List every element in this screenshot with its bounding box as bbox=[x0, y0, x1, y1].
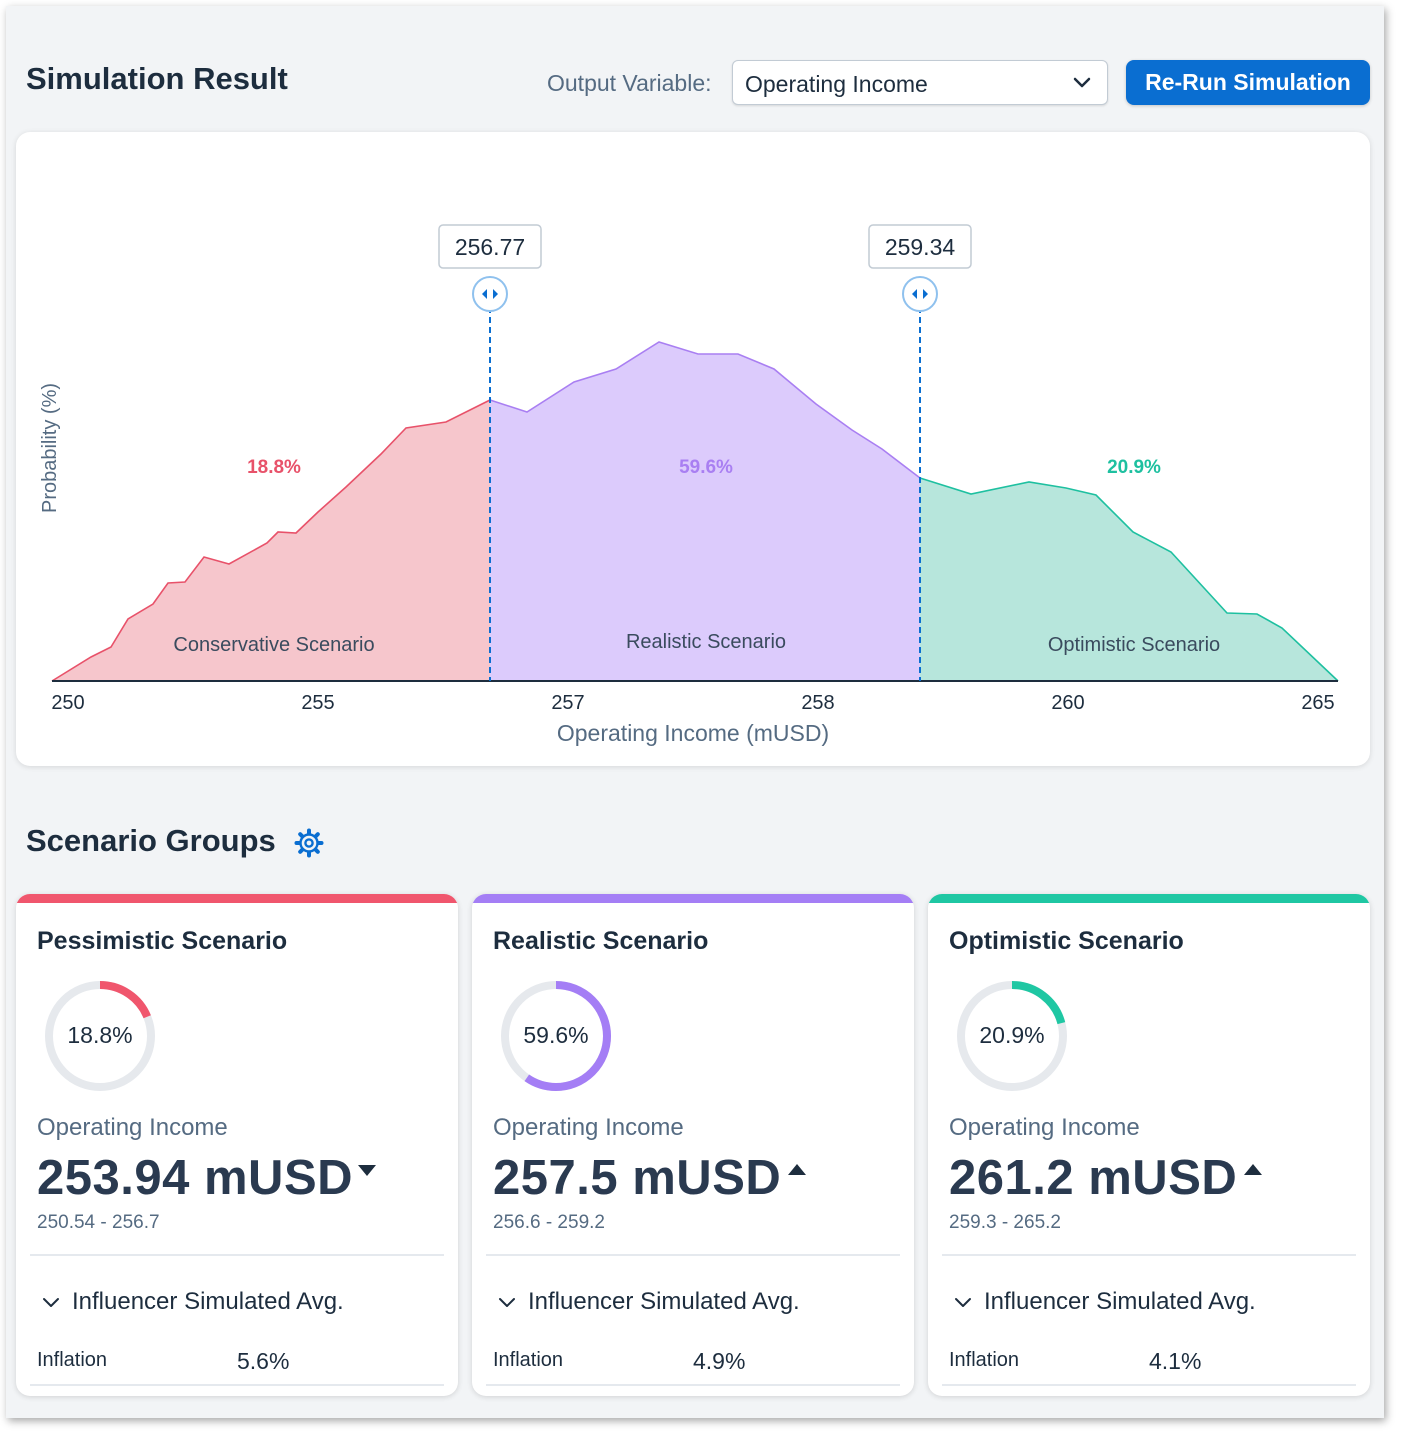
card-title: Pessimistic Scenario bbox=[37, 927, 288, 955]
conservative-region-label: Conservative Scenario bbox=[173, 634, 374, 656]
x-tick-label: 255 bbox=[301, 692, 334, 714]
inflation-value: 4.1% bbox=[1149, 1348, 1202, 1374]
divider bbox=[486, 1384, 900, 1386]
metric-value: 261.2 mUSD bbox=[949, 1151, 1238, 1205]
threshold-box-low: 256.77 bbox=[438, 224, 542, 269]
inflation-label: Inflation bbox=[949, 1349, 1020, 1371]
x-tick-label: 260 bbox=[1051, 692, 1084, 714]
conservative-curve bbox=[51, 399, 491, 682]
trend-down-icon bbox=[358, 1165, 376, 1176]
conservative-pct-label: 18.8% bbox=[247, 457, 301, 478]
simulation-panel: Simulation Result Output Variable: Opera… bbox=[6, 6, 1384, 1418]
card-title: Optimistic Scenario bbox=[949, 927, 1184, 955]
metric-range: 250.54 - 256.7 bbox=[37, 1212, 160, 1233]
arrow-right-icon bbox=[493, 289, 498, 299]
divider bbox=[30, 1384, 444, 1386]
conservative-area bbox=[52, 400, 490, 681]
trend-up-icon bbox=[1244, 1164, 1262, 1175]
divider bbox=[486, 1254, 900, 1256]
probability-donut bbox=[501, 981, 611, 1091]
distribution-chart-card: 250 255 257 258 260 265 Operating Income… bbox=[16, 132, 1370, 766]
realistic-area bbox=[490, 342, 920, 681]
card-accent-bar bbox=[472, 894, 914, 903]
probability-label: 59.6% bbox=[523, 1022, 589, 1048]
chevron-down-icon bbox=[955, 1298, 971, 1307]
probability-donut bbox=[45, 981, 155, 1091]
realistic-region-label: Realistic Scenario bbox=[626, 631, 786, 653]
card-accent-bar bbox=[16, 894, 458, 903]
chevron-down-icon bbox=[43, 1298, 59, 1307]
influencer-toggle[interactable]: Influencer Simulated Avg. bbox=[942, 1282, 1356, 1322]
chevron-down-icon bbox=[1073, 77, 1091, 88]
realistic-curve bbox=[489, 341, 921, 479]
optimistic-pct-label: 20.9% bbox=[1107, 457, 1161, 478]
probability-label: 18.8% bbox=[67, 1022, 133, 1048]
distribution-chart: 250 255 257 258 260 265 Operating Income… bbox=[39, 224, 1339, 746]
x-tick-label: 250 bbox=[51, 692, 84, 714]
output-variable-value: Operating Income bbox=[745, 71, 928, 97]
threshold-value-high: 259.34 bbox=[885, 234, 956, 260]
influencer-toggle[interactable]: Influencer Simulated Avg. bbox=[486, 1282, 900, 1322]
inflation-label: Inflation bbox=[37, 1349, 108, 1371]
card-accent-bar bbox=[928, 894, 1370, 903]
card-title: Realistic Scenario bbox=[493, 927, 709, 955]
probability-label: 20.9% bbox=[979, 1022, 1045, 1048]
x-tick-label: 258 bbox=[801, 692, 834, 714]
scenario-card-optimistic[interactable]: Optimistic Scenario 20.9% Operating Inco… bbox=[928, 894, 1370, 1396]
metric-range: 259.3 - 265.2 bbox=[949, 1212, 1061, 1233]
section-title: Scenario Groups bbox=[26, 823, 276, 858]
metric-value: 253.94 mUSD bbox=[37, 1151, 354, 1205]
influencer-label: Influencer Simulated Avg. bbox=[72, 1288, 344, 1315]
probability-donut bbox=[957, 981, 1067, 1091]
drag-handle-high[interactable] bbox=[902, 276, 938, 312]
threshold-box-high: 259.34 bbox=[868, 224, 972, 269]
trend-up-icon bbox=[788, 1164, 806, 1175]
optimistic-region-label: Optimistic Scenario bbox=[1048, 634, 1220, 656]
output-variable-label: Output Variable: bbox=[547, 70, 712, 96]
arrow-left-icon bbox=[482, 289, 487, 299]
metric-range: 256.6 - 259.2 bbox=[493, 1212, 605, 1233]
inflation-value: 4.9% bbox=[693, 1348, 746, 1374]
arrow-right-icon bbox=[923, 289, 928, 299]
drag-handle-low[interactable] bbox=[472, 276, 508, 312]
influencer-label: Influencer Simulated Avg. bbox=[984, 1288, 1256, 1315]
metric-value: 257.5 mUSD bbox=[493, 1151, 782, 1205]
metric-label: Operating Income bbox=[949, 1114, 1140, 1141]
influencer-toggle[interactable]: Influencer Simulated Avg. bbox=[30, 1282, 444, 1322]
scenario-card-pessimistic[interactable]: Pessimistic Scenario 18.8% Operating Inc… bbox=[16, 894, 458, 1396]
gear-icon[interactable] bbox=[293, 827, 325, 859]
realistic-pct-label: 59.6% bbox=[679, 457, 733, 478]
divider bbox=[942, 1254, 1356, 1256]
x-tick-label: 265 bbox=[1301, 692, 1334, 714]
metric-label: Operating Income bbox=[37, 1114, 228, 1141]
inflation-value: 5.6% bbox=[237, 1348, 290, 1374]
page-title: Simulation Result bbox=[26, 61, 288, 96]
x-tick-label: 257 bbox=[551, 692, 584, 714]
chevron-down-icon bbox=[499, 1298, 515, 1307]
divider bbox=[942, 1384, 1356, 1386]
optimistic-curve bbox=[919, 477, 1339, 682]
scenario-card-realistic[interactable]: Realistic Scenario 59.6% Operating Incom… bbox=[472, 894, 914, 1396]
arrow-left-icon bbox=[912, 289, 917, 299]
threshold-value-low: 256.77 bbox=[455, 234, 525, 260]
y-axis-title: Probability (%) bbox=[39, 383, 61, 513]
inflation-label: Inflation bbox=[493, 1349, 564, 1371]
output-variable-select[interactable]: Operating Income bbox=[732, 60, 1108, 105]
rerun-simulation-button[interactable]: Re-Run Simulation bbox=[1126, 60, 1370, 105]
influencer-label: Influencer Simulated Avg. bbox=[528, 1288, 800, 1315]
optimistic-area bbox=[920, 478, 1338, 681]
divider bbox=[30, 1254, 444, 1256]
x-axis-title: Operating Income (mUSD) bbox=[557, 720, 829, 746]
metric-label: Operating Income bbox=[493, 1114, 684, 1141]
